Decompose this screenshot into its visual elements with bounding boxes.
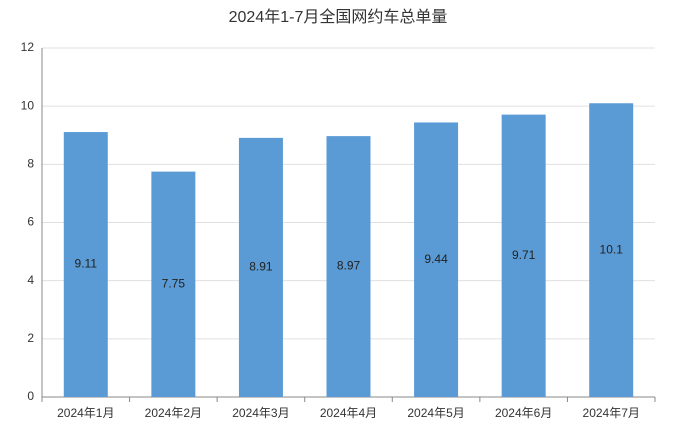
y-tick-label: 2 — [27, 331, 34, 345]
bar — [326, 136, 371, 397]
bar — [63, 132, 108, 397]
x-tick-label: 2024年7月 — [583, 406, 640, 420]
value-label: 8.91 — [249, 260, 273, 274]
value-label: 9.11 — [75, 257, 98, 271]
x-tick-label: 2024年3月 — [232, 406, 289, 420]
value-label: 10.1 — [600, 242, 624, 256]
bar — [151, 171, 196, 397]
x-tick-label: 2024年5月 — [407, 406, 464, 420]
bar — [238, 137, 283, 397]
x-tick-label: 2024年2月 — [145, 406, 202, 420]
value-label: 7.75 — [162, 276, 186, 290]
x-tick-label: 2024年4月 — [320, 406, 377, 420]
y-tick-label: 6 — [27, 215, 34, 229]
bar — [501, 114, 546, 397]
chart-title: 2024年1-7月全国网约车总单量 — [229, 8, 448, 26]
value-label: 9.71 — [512, 248, 536, 262]
bar — [589, 103, 634, 397]
y-tick-label: 12 — [21, 40, 35, 54]
x-tick-label: 2024年6月 — [495, 406, 552, 420]
bar — [414, 122, 459, 397]
x-tick-label: 2024年1月 — [57, 406, 114, 420]
y-tick-label: 4 — [27, 273, 34, 287]
y-tick-label: 8 — [27, 157, 34, 171]
y-tick-label: 0 — [27, 389, 34, 403]
y-tick-label: 10 — [21, 98, 35, 112]
value-label: 9.44 — [424, 252, 448, 266]
value-label: 8.97 — [337, 259, 361, 273]
